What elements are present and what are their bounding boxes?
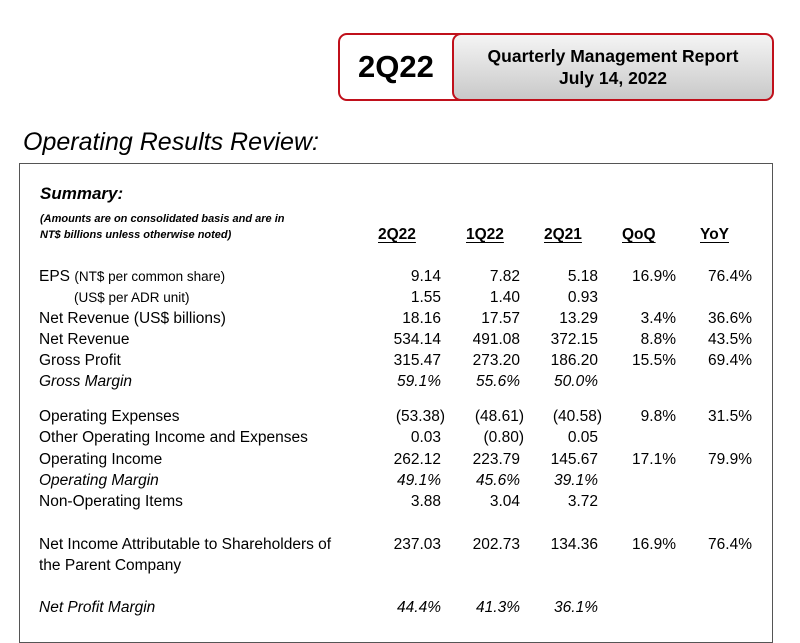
value-2q21: 50.0%: [554, 373, 598, 390]
row-label: Operating Expenses: [39, 408, 180, 425]
table-row-net-profit-margin: Net Profit Margin 44.4% 41.3% 36.1%: [0, 599, 800, 620]
value-2q21: 39.1%: [554, 472, 598, 489]
value-yoy: 76.4%: [708, 268, 752, 285]
row-label: EPS (NT$ per common share): [39, 268, 226, 285]
value-1q22: 7.82: [489, 268, 520, 285]
table-row-net-revenue: Net Revenue 534.14 491.08 372.15 8.8% 43…: [0, 331, 800, 352]
table-row-operating-expenses: Operating Expenses (53.38) (48.61) (40.5…: [0, 408, 800, 429]
table-row-non-operating: Non-Operating Items 3.88 3.04 3.72: [0, 493, 800, 514]
quarter-label: 2Q22: [358, 49, 434, 84]
table-row-gross-profit: Gross Profit 315.47 273.20 186.20 15.5% …: [0, 352, 800, 373]
table-row-eps-adr: (US$ per ADR unit) 1.55 1.40 0.93: [0, 289, 800, 310]
row-label: Operating Income: [39, 451, 163, 468]
column-header-2q21: 2Q21: [544, 226, 582, 243]
value-2q21: 186.20: [550, 352, 598, 369]
table-row-operating-margin: Operating Margin 49.1% 45.6% 39.1%: [0, 472, 800, 493]
value-2q22: 237.03: [393, 536, 441, 553]
row-label: Operating Margin: [39, 472, 159, 489]
row-label: Net Income Attributable to Shareholders …: [39, 536, 332, 553]
table-row-net-revenue-usd: Net Revenue (US$ billions) 18.16 17.57 1…: [0, 310, 800, 331]
value-2q21: 3.72: [567, 493, 598, 510]
value-1q22: 3.04: [489, 493, 520, 510]
value-2q21: 13.29: [559, 310, 598, 327]
row-label-line-2: the Parent Company: [39, 557, 182, 574]
value-1q22: (48.61): [474, 408, 524, 425]
row-label: Non-Operating Items: [39, 493, 183, 510]
value-2q22: (53.38): [395, 408, 445, 425]
value-2q21: 0.93: [567, 289, 598, 306]
value-2q22: 0.03: [410, 429, 441, 446]
column-header-yoy: YoY: [700, 226, 729, 243]
value-yoy: 69.4%: [708, 352, 752, 369]
note-line-2: NT$ billions unless otherwise noted): [40, 229, 232, 241]
row-label: Net Profit Margin: [39, 599, 156, 616]
row-label: Net Revenue (US$ billions): [39, 310, 226, 327]
note-line-1: (Amounts are on consolidated basis and a…: [40, 213, 285, 225]
value-1q22: 41.3%: [476, 599, 520, 616]
value-1q22: 223.79: [472, 451, 520, 468]
value-2q21: 134.36: [550, 536, 598, 553]
table-row-eps: EPS (NT$ per common share) 9.14 7.82 5.1…: [0, 268, 800, 289]
value-2q22: 262.12: [393, 451, 441, 468]
row-label: (US$ per ADR unit): [74, 290, 190, 305]
value-yoy: 36.6%: [708, 310, 752, 327]
value-2q21: 372.15: [550, 331, 598, 348]
value-yoy: 79.9%: [708, 451, 752, 468]
section-title: Operating Results Review:: [23, 128, 319, 156]
value-2q22: 1.55: [410, 289, 441, 306]
value-2q21: 36.1%: [554, 599, 598, 616]
value-1q22: 45.6%: [476, 472, 520, 489]
value-yoy: 76.4%: [708, 536, 752, 553]
value-2q22: 534.14: [393, 331, 441, 348]
column-header-qoq: QoQ: [622, 226, 656, 243]
value-2q22: 3.88: [410, 493, 441, 510]
value-1q22: 202.73: [472, 536, 520, 553]
column-header-1q22: 1Q22: [466, 226, 504, 243]
value-qoq: 16.9%: [632, 536, 676, 553]
value-1q22: 1.40: [489, 289, 520, 306]
value-1q22: 273.20: [472, 352, 520, 369]
value-yoy: 43.5%: [708, 331, 752, 348]
report-title: Quarterly Management Report: [487, 46, 739, 66]
summary-note: (Amounts are on consolidated basis and a…: [40, 211, 285, 243]
row-label: Gross Margin: [39, 373, 133, 390]
value-2q22: 18.16: [402, 310, 441, 327]
value-qoq: 17.1%: [632, 451, 676, 468]
value-qoq: 16.9%: [632, 268, 676, 285]
value-2q21: 0.05: [567, 429, 598, 446]
value-2q22: 315.47: [393, 352, 441, 369]
value-yoy: 31.5%: [708, 408, 752, 425]
row-label: Net Revenue: [39, 331, 130, 348]
summary-title: Summary:: [40, 184, 124, 203]
value-2q21: (40.58): [552, 408, 602, 425]
value-qoq: 15.5%: [632, 352, 676, 369]
report-title-box: Quarterly Management Report July 14, 202…: [452, 33, 774, 101]
table-row-operating-income: Operating Income 262.12 223.79 145.67 17…: [0, 451, 800, 472]
column-header-2q22: 2Q22: [378, 226, 416, 243]
value-1q22: (0.80): [483, 429, 525, 446]
row-label: Gross Profit: [39, 352, 121, 369]
table-row-other-operating: Other Operating Income and Expenses 0.03…: [0, 429, 800, 450]
value-1q22: 17.57: [481, 310, 520, 327]
value-qoq: 3.4%: [640, 310, 676, 327]
report-date: July 14, 2022: [559, 68, 667, 88]
table-row-net-income: Net Income Attributable to Shareholders …: [0, 536, 800, 578]
quarter-badge: 2Q22: [338, 33, 472, 101]
value-qoq: 9.8%: [640, 408, 676, 425]
value-2q22: 49.1%: [397, 472, 441, 489]
value-qoq: 8.8%: [640, 331, 676, 348]
value-2q22: 59.1%: [397, 373, 441, 390]
value-1q22: 55.6%: [476, 373, 520, 390]
row-label: Other Operating Income and Expenses: [39, 429, 308, 446]
value-1q22: 491.08: [472, 331, 520, 348]
value-2q21: 145.67: [550, 451, 598, 468]
value-2q22: 9.14: [410, 268, 441, 285]
table-row-gross-margin: Gross Margin 59.1% 55.6% 50.0%: [0, 373, 800, 394]
value-2q21: 5.18: [567, 268, 598, 285]
value-2q22: 44.4%: [397, 599, 441, 616]
